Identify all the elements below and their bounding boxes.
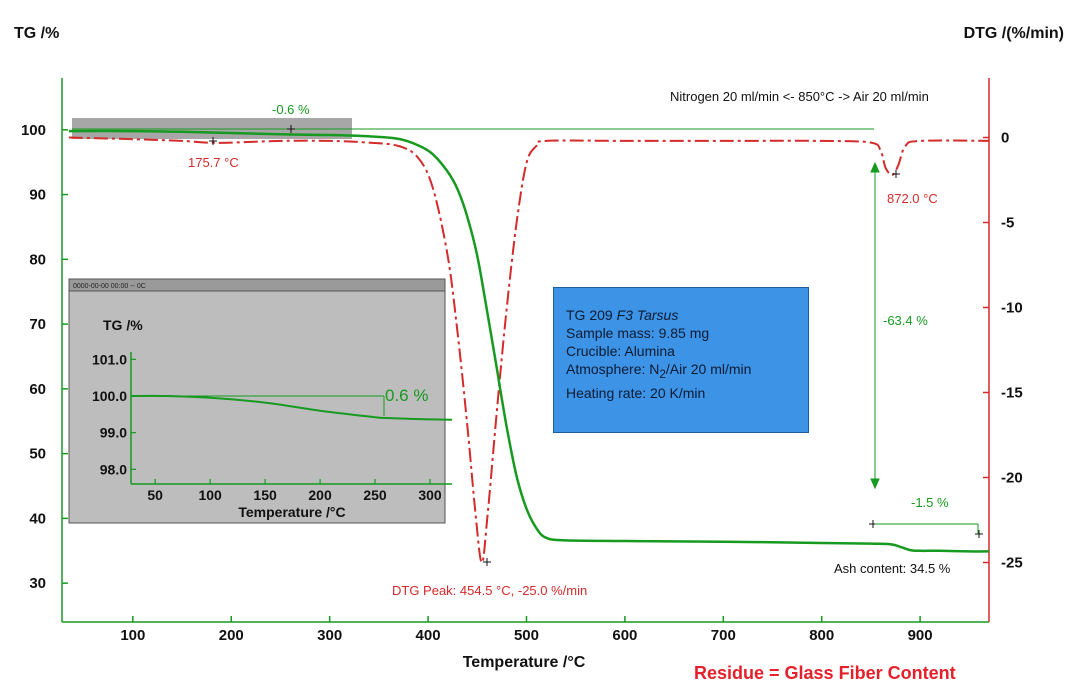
dtg-marker-peak1 (209, 137, 217, 145)
x-tick-label: 400 (416, 627, 441, 644)
info-heating-rate: Heating rate: 20 K/min (566, 384, 706, 401)
info-instrument: TG 209 F3 Tarsus (566, 307, 679, 323)
mass-loss-step3-label: -1.5 % (911, 495, 949, 510)
dtg-tick-label: -5 (1001, 215, 1014, 232)
mass-loss-step1-label: -0.6 % (272, 102, 310, 117)
inset-header-text: 0000-00-00 00:00 -- 0C (73, 283, 146, 290)
inset-y-tick-label: 100.0 (92, 388, 127, 404)
x-tick-label: 800 (809, 627, 834, 644)
dtg-axis-ticks: 0 -5 -10 -15 -20 -25 (983, 130, 1023, 572)
x-tick-label: 900 (908, 627, 933, 644)
tg-tick-label: 100 (21, 122, 46, 139)
tg-tick-label: 70 (29, 316, 46, 333)
dtg-tick-label: -20 (1001, 470, 1023, 487)
info-atmosphere: Atmosphere: N2/Air 20 ml/min (566, 361, 752, 381)
tg-marker-end (975, 530, 983, 538)
inset-step-label: 0.6 % (385, 386, 428, 405)
inset-y-ticks: 101.0 100.0 99.0 98.0 (92, 351, 136, 477)
inset-x-title: Temperature /°C (238, 504, 345, 520)
inset-x-tick-label: 200 (308, 487, 332, 503)
inset-y-tick-label: 101.0 (92, 351, 127, 367)
peak1-label: 175.7 °C (188, 155, 239, 170)
tg-curve (68, 129, 990, 553)
x-tick-label: 100 (120, 627, 145, 644)
tg-axis-ticks: 100 90 80 70 60 50 40 30 (21, 122, 68, 592)
tg-tick-label: 30 (29, 575, 46, 592)
tg-tick-label: 90 (29, 187, 46, 204)
inset-y-tick-label: 99.0 (100, 425, 127, 441)
tg-tick-label: 50 (29, 446, 46, 463)
dtg-marker-peak2 (892, 170, 900, 178)
dtg-peak-label: DTG Peak: 454.5 °C, -25.0 %/min (392, 583, 587, 598)
dtg-tick-label: 0 (1001, 130, 1009, 147)
inset-y-title: TG /% (103, 317, 143, 333)
residue-caption: Residue = Glass Fiber Content (694, 663, 956, 683)
dtg-tick-label: -10 (1001, 300, 1023, 317)
mass-loss-arrow (870, 161, 880, 490)
info-crucible: Crucible: Alumina (566, 343, 675, 359)
dtg-tick-label: -25 (1001, 555, 1023, 572)
atmosphere-note: Nitrogen 20 ml/min <- 850°C -> Air 20 ml… (670, 89, 929, 104)
tg-tick-label: 40 (29, 510, 46, 527)
x-tick-label: 700 (711, 627, 736, 644)
inset-tg-curve (130, 394, 453, 421)
tg-tick-label: 80 (29, 251, 46, 268)
inset-x-tick-label: 100 (198, 487, 222, 503)
tg-axis-title: TG /% (14, 25, 59, 42)
info-sample-mass: Sample mass: 9.85 mg (566, 325, 710, 341)
x-tick-label: 600 (612, 627, 637, 644)
inset-x-tick-label: 250 (363, 487, 387, 503)
inset-x-tick-label: 150 (253, 487, 277, 503)
tg-tick-label: 60 (29, 381, 46, 398)
x-tick-label: 500 (514, 627, 539, 644)
x-axis-title: Temperature /°C (463, 654, 586, 671)
inset-x-ticks: 50 100 150 200 250 300 (147, 479, 442, 503)
inset-y-tick-label: 98.0 (100, 461, 127, 477)
inset-x-tick-label: 300 (418, 487, 442, 503)
inset-header-bar (68, 278, 446, 292)
dtg-marker-main-peak (483, 558, 491, 566)
dtg-curve (68, 136, 990, 564)
mass-loss-step2-label: -63.4 % (883, 313, 928, 328)
peak2-label: 872.0 °C (887, 191, 938, 206)
x-tick-label: 200 (219, 627, 244, 644)
ash-content-label: Ash content: 34.5 % (834, 561, 951, 576)
tg-marker-step1 (287, 125, 295, 133)
x-tick-label: 300 (317, 627, 342, 644)
inset-x-tick-label: 50 (147, 487, 163, 503)
x-axis-ticks: 100 200 300 400 500 600 700 800 900 (120, 616, 933, 644)
dtg-axis-title: DTG /(%/min) (964, 25, 1064, 42)
inset-panel: 0000-00-00 00:00 -- 0C TG /% 101.0 100.0 9… (68, 278, 453, 524)
instrument-info-box: TG 209 F3 Tarsus Sample mass: 9.85 mg Cr… (553, 287, 809, 433)
dtg-tick-label: -15 (1001, 385, 1023, 402)
